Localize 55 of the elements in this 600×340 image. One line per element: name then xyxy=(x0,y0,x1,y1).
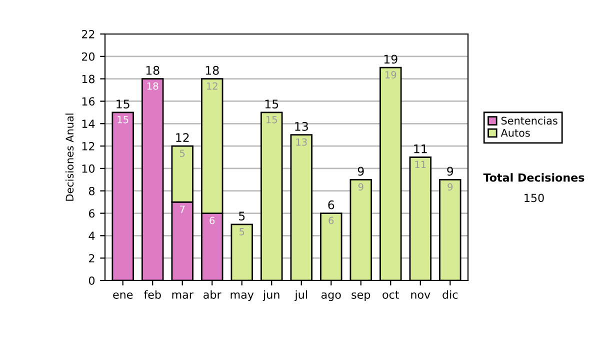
y-tick-label: 12 xyxy=(82,142,94,150)
x-tick-label: ago xyxy=(321,292,341,301)
y-tick-label: 20 xyxy=(82,52,95,61)
data-label: 5 xyxy=(180,150,185,157)
total-label: 6 xyxy=(328,200,334,210)
y-tick-label: 10 xyxy=(82,164,95,173)
total-label: 18 xyxy=(206,66,219,75)
y-tick-label: 8 xyxy=(88,186,95,196)
total-label: 11 xyxy=(414,144,427,154)
total-label: 9 xyxy=(358,166,364,176)
data-label: 13 xyxy=(296,138,307,146)
y-tick-label: 14 xyxy=(82,120,95,128)
y-tick-label: 6 xyxy=(88,209,95,218)
data-label: 6 xyxy=(210,216,215,224)
data-label: 19 xyxy=(386,71,396,78)
data-label: 5 xyxy=(240,228,244,236)
text: Total Decisiones xyxy=(483,173,584,182)
x-tick-label: sep xyxy=(352,292,370,301)
x-tick-label: oct xyxy=(382,290,400,299)
y-tick-label: 16 xyxy=(82,97,95,106)
x-tick-label: ene xyxy=(113,292,133,299)
data-label: 11 xyxy=(415,160,426,168)
x-tick-label: dic xyxy=(442,290,458,299)
data-label: 9 xyxy=(448,183,453,191)
total-label: 12 xyxy=(176,133,189,142)
x-tick-label: abr xyxy=(204,290,222,299)
legend-label: Autos xyxy=(500,129,530,137)
data-label: 6 xyxy=(328,216,334,224)
total-label: 9 xyxy=(447,166,454,176)
data-label: 18 xyxy=(147,82,158,90)
total-label: 5 xyxy=(239,212,245,221)
x-tick-label: nov xyxy=(411,292,430,299)
y-tick-label: 22 xyxy=(82,30,94,38)
x-tick-label: jun xyxy=(262,290,280,301)
x-tick-label: jul xyxy=(294,290,307,301)
legend-label: Sentencias xyxy=(501,116,558,125)
total-label: 19 xyxy=(384,54,398,64)
x-tick-label: may xyxy=(230,292,254,301)
data-label: 9 xyxy=(358,183,364,191)
data-label: 12 xyxy=(206,82,218,90)
y-tick-label: 0 xyxy=(88,276,95,285)
total-label: 15 xyxy=(265,100,278,108)
total-label: 13 xyxy=(295,122,308,131)
y-tick-label: 18 xyxy=(82,74,95,84)
x-tick-label: feb xyxy=(144,290,161,299)
text: 150 xyxy=(524,194,544,202)
total-label: 18 xyxy=(146,66,160,75)
y-tick-label: 4 xyxy=(88,232,95,240)
data-label: 7 xyxy=(180,206,185,213)
x-tick-label: mar xyxy=(172,292,194,299)
data-label: 15 xyxy=(118,116,128,124)
total-label: 15 xyxy=(116,100,130,108)
y-tick-label: 2 xyxy=(89,254,94,262)
data-label: 15 xyxy=(266,116,277,124)
y-axis-title: Decisiones Anual xyxy=(66,114,74,201)
